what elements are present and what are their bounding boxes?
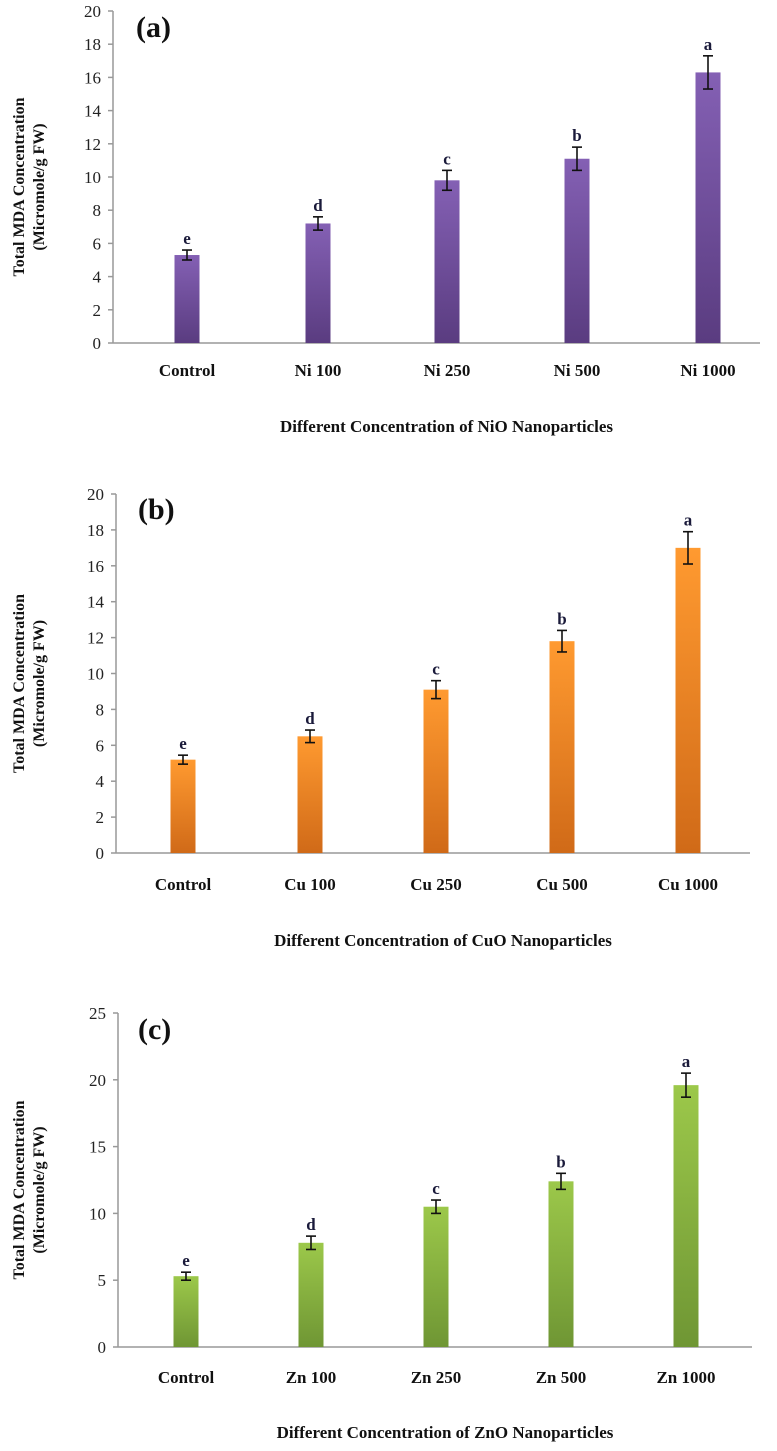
y-tick-label: 18 [87,521,104,540]
y-tick-label: 20 [84,2,101,21]
panel-label: (b) [138,493,175,526]
y-axis-title-line1: Total MDA Concentration [11,97,28,276]
x-tick-label: Zn 100 [286,1368,337,1387]
y-axis-title-line1: Total MDA Concentration [11,1100,28,1279]
y-axis-title-line2: (Micromole/g FW) [31,1126,48,1253]
significance-label: c [432,1179,440,1198]
y-tick-label: 14 [87,593,105,612]
y-tick-label: 0 [96,844,105,863]
significance-label: a [684,511,693,530]
y-tick-label: 16 [84,68,101,87]
bar [297,736,323,853]
x-tick-label: Control [158,1368,215,1387]
y-tick-label: 20 [89,1071,106,1090]
y-tick-label: 20 [87,485,104,504]
y-tick-label: 2 [96,808,105,827]
significance-label: c [432,660,440,679]
x-tick-label: Cu 250 [410,875,461,894]
y-tick-label: 15 [89,1138,106,1157]
bar [695,72,721,344]
bar [549,641,575,853]
y-tick-label: 6 [93,234,102,253]
x-tick-label: Zn 1000 [656,1368,715,1387]
bar [434,180,460,343]
y-axis-title-line2: (Micromole/g FW) [31,123,48,250]
x-tick-label: Control [159,361,216,380]
x-axis-title: Different Concentration of CuO Nanoparti… [274,931,612,950]
significance-label: d [305,709,315,728]
x-tick-label: Cu 1000 [658,875,718,894]
chart-panel-b: 0 2 4 6 8 10 12 14 16 18 20 (b) e Control d Cu 100 c Cu 2… [11,485,750,950]
significance-label: a [704,35,713,54]
y-tick-label: 25 [89,1004,106,1023]
y-axis-title-line2: (Micromole/g FW) [31,620,48,747]
x-tick-label: Ni 250 [424,361,471,380]
bar [305,223,331,343]
y-tick-label: 16 [87,557,104,576]
significance-label: d [306,1215,316,1234]
significance-label: e [183,229,191,248]
bar [173,1276,199,1347]
x-tick-label: Ni 1000 [680,361,735,380]
y-tick-label: 8 [93,201,102,220]
x-axis-title: Different Concentration of NiO Nanoparti… [280,417,613,436]
bar [170,759,196,853]
y-tick-label: 8 [96,700,105,719]
y-tick-label: 2 [93,301,102,320]
x-tick-label: Ni 100 [295,361,342,380]
bar [423,1206,449,1347]
y-tick-label: 10 [84,168,101,187]
panel-label: (a) [136,11,171,44]
panel-label: (c) [138,1013,171,1046]
bar [673,1085,699,1347]
significance-label: d [313,196,323,215]
x-tick-label: Control [155,875,212,894]
bar [548,1181,574,1347]
y-axis-title-line1: Total MDA Concentration [11,594,28,773]
y-tick-label: 10 [87,665,104,684]
y-tick-label: 4 [96,772,105,791]
y-tick-label: 5 [98,1271,107,1290]
significance-label: e [179,734,187,753]
significance-label: e [182,1251,190,1270]
y-tick-label: 14 [84,102,102,121]
y-tick-label: 10 [89,1204,106,1223]
y-tick-label: 12 [84,135,101,154]
y-tick-label: 4 [93,268,102,287]
x-axis-title: Different Concentration of ZnO Nanoparti… [277,1423,614,1442]
bar [564,158,590,343]
y-tick-label: 0 [98,1338,107,1357]
y-tick-label: 12 [87,629,104,648]
significance-label: b [556,1152,565,1171]
significance-label: b [572,126,581,145]
bar [675,547,701,853]
significance-label: b [557,609,566,628]
x-tick-label: Cu 100 [284,875,335,894]
chart-panel-a: 0 2 4 6 8 10 12 14 16 18 20 (a) e Control d Ni 100 c Ni 2… [11,2,760,436]
x-tick-label: Cu 500 [536,875,587,894]
y-tick-label: 18 [84,35,101,54]
bar [298,1242,324,1347]
bar [174,255,200,343]
x-tick-label: Ni 500 [554,361,601,380]
chart-panel-c: 0 5 10 15 20 25 (c) e Control d Zn 100 c Zn 250 b Zn 5… [11,1004,752,1442]
y-tick-label: 6 [96,736,105,755]
x-tick-label: Zn 500 [536,1368,587,1387]
significance-label: a [682,1052,691,1071]
bar [423,689,449,853]
significance-label: c [443,149,451,168]
y-tick-label: 0 [93,334,102,353]
x-tick-label: Zn 250 [411,1368,462,1387]
